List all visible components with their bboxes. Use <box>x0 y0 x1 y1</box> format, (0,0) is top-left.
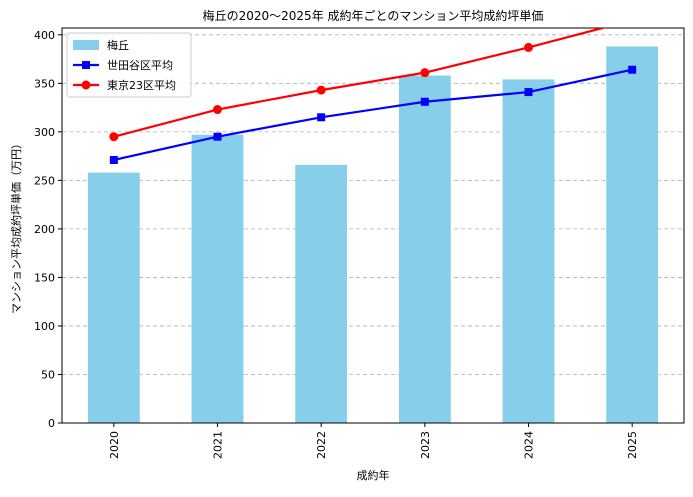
y-tick-label: 150 <box>34 271 55 284</box>
x-tick-label: 2024 <box>523 431 536 459</box>
y-tick-label: 100 <box>34 320 55 333</box>
point-marker <box>109 132 119 142</box>
legend-label: 梅丘 <box>107 38 129 52</box>
x-tick-label: 2020 <box>108 431 121 459</box>
x-tick-label: 2025 <box>626 431 639 459</box>
x-tick-label: 2022 <box>315 431 328 459</box>
y-tick-label: 200 <box>34 223 55 236</box>
chart-title: 梅丘の2020〜2025年 成約年ごとのマンション平均成約坪単価 <box>203 8 544 23</box>
point-marker <box>213 105 222 115</box>
bar <box>295 164 348 423</box>
line-series <box>109 16 637 164</box>
bar <box>606 46 659 423</box>
legend-marker <box>82 61 90 69</box>
point-marker <box>213 132 222 141</box>
legend-label: 世田谷区平均 <box>107 59 173 72</box>
y-tick-label: 400 <box>34 29 55 42</box>
bar <box>502 79 555 423</box>
point-marker <box>316 85 326 95</box>
x-tick-label: 2023 <box>419 431 432 459</box>
point-marker <box>628 65 637 74</box>
x-axis-label: 成約年 <box>357 468 390 482</box>
series-line <box>113 68 633 162</box>
legend-label: 東京23区平均 <box>107 78 176 92</box>
bar <box>191 134 244 423</box>
bar-series <box>87 46 659 423</box>
y-tick-label: 50 <box>41 368 55 381</box>
point-marker <box>628 16 637 25</box>
bar <box>87 172 140 423</box>
plot-frame <box>61 27 685 424</box>
bar <box>398 75 451 423</box>
point-marker <box>109 155 118 164</box>
x-tick-label: 2021 <box>212 431 225 459</box>
series-line <box>113 28 607 138</box>
y-tick-label: 0 <box>48 417 55 430</box>
legend-marker <box>81 80 91 90</box>
legend-swatch <box>73 40 99 50</box>
point-marker <box>317 113 326 122</box>
point-marker <box>420 97 429 106</box>
axes: 0 50 100 150 200 250 300 350 400 2020 2021 2022 2023… <box>34 29 639 459</box>
point-marker <box>524 42 533 52</box>
point-marker <box>420 68 430 78</box>
point-marker <box>524 88 533 97</box>
y-tick-label: 250 <box>34 174 55 187</box>
y-axis-label: マンション平均成約坪単価（万円） <box>9 138 23 314</box>
y-tick-label: 300 <box>34 126 55 139</box>
y-tick-label: 350 <box>34 77 55 90</box>
